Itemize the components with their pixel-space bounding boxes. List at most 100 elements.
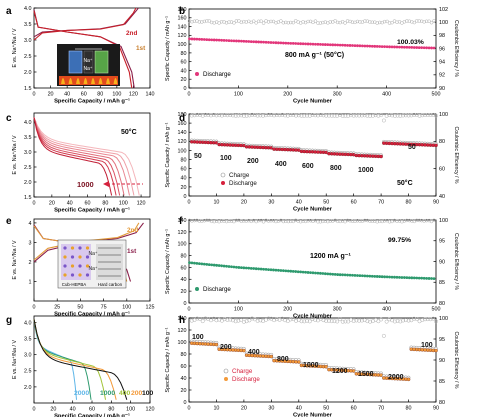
ce-point: [428, 317, 433, 322]
ce-point: [390, 113, 395, 118]
ce-point: [417, 19, 421, 23]
ce-point: [401, 113, 406, 118]
ce-point: [192, 19, 197, 23]
ce-point: [306, 218, 310, 223]
y-tick-label: 60: [181, 167, 187, 173]
discharge-point: [197, 37, 201, 41]
discharge-point: [237, 266, 241, 269]
y-tick-label: 2.5: [24, 54, 32, 60]
ce-point: [379, 113, 384, 118]
ce-point: [284, 219, 288, 224]
lattice-atom: [78, 255, 82, 259]
ce-point: [316, 21, 320, 25]
x-axis-label: Cycle Number: [293, 413, 333, 417]
discharge-point: [215, 38, 219, 42]
ce-point: [323, 219, 328, 223]
ce-point: [272, 113, 277, 118]
y2-tick-label: 40: [439, 194, 445, 200]
ce-point: [395, 318, 400, 323]
ce-point: [370, 113, 375, 118]
ce-point: [299, 319, 304, 324]
discharge-point: [284, 41, 288, 45]
ce-point: [422, 20, 426, 24]
x-tick-label: 25: [54, 305, 60, 311]
x-tick-label: 0: [188, 200, 191, 206]
ce-point: [324, 319, 329, 323]
ce-point: [289, 20, 293, 25]
discharge-point: [370, 274, 374, 278]
y-tick-label: 4: [29, 221, 32, 227]
y-axis-label: E vs. Na⁺/Na / V: [12, 240, 18, 279]
ce-point: [398, 319, 403, 324]
ce-point: [242, 219, 246, 223]
plot-frame: [188, 317, 437, 403]
ce-point: [230, 113, 235, 118]
panel-letter: d: [179, 113, 185, 124]
discharge-point: [341, 273, 345, 277]
y-axis-label: Specific Capacity / mAh g⁻¹: [165, 327, 171, 392]
lattice-atom: [70, 255, 75, 259]
discharge-point: [267, 268, 270, 271]
rate-label-100: 100: [142, 390, 154, 397]
discharge-point: [227, 265, 231, 268]
ce-point: [346, 113, 351, 118]
ce-point: [424, 218, 429, 223]
y-tick-label: 2.0: [24, 180, 32, 186]
ce-point: [310, 317, 315, 321]
ce-point: [202, 218, 207, 223]
x-tick-label: 20: [49, 201, 55, 207]
ce-point: [244, 20, 249, 24]
ce-point: [296, 219, 300, 223]
ce-point: [195, 112, 200, 117]
y-tick-label: 2.0: [24, 385, 32, 391]
ce-point: [409, 113, 414, 118]
discharge-point: [353, 44, 357, 48]
ce-point: [392, 113, 397, 118]
rate-label: 800: [330, 165, 342, 172]
current-label: 1200 mA g⁻¹: [310, 253, 351, 260]
discharge-point: [294, 42, 298, 45]
curve-charge-2nd: [33, 7, 137, 41]
ce-point: [412, 316, 416, 321]
discharge-point: [434, 143, 438, 148]
y2-tick-label: 95: [439, 239, 445, 245]
discharge-point: [242, 39, 246, 43]
panel-f: 0 100 200 300 400 500 0 20 40 60 80 100 120 140 80 85 90…: [165, 216, 459, 320]
ce-point: [294, 318, 298, 323]
discharge-point: [304, 270, 307, 274]
y-tick-label: 4.0: [24, 6, 32, 12]
ce-point: [269, 19, 273, 24]
panel-h: 0 10 20 30 40 50 60 70 80 90020406080100120140808…: [165, 315, 459, 417]
discharge-point: [272, 41, 275, 44]
ce-point: [372, 219, 377, 223]
rate-label-400: 400: [119, 390, 131, 397]
ce-point: [288, 317, 293, 322]
ce-point: [423, 113, 427, 118]
lattice-atom: [85, 246, 90, 250]
x-tick-label: 0: [33, 407, 36, 413]
ce-point: [360, 219, 365, 223]
discharge-point: [254, 40, 258, 44]
x-tick-label: 40: [64, 92, 70, 98]
discharge-point: [415, 276, 419, 280]
y-tick-label: 4.0: [24, 320, 32, 326]
discharge-point: [239, 266, 243, 270]
discharge-point: [249, 40, 253, 44]
ce-point: [363, 19, 367, 23]
rate-label: 50: [408, 144, 416, 151]
x-tick-label: 400: [382, 92, 391, 98]
plot-frame: [188, 113, 437, 197]
discharge-point: [222, 264, 226, 268]
rate-curve-100: [33, 319, 128, 400]
rate-label: 1500: [358, 371, 374, 378]
ce-point: [241, 113, 246, 118]
y-tick-label: 120: [178, 230, 187, 236]
ce-point: [373, 113, 378, 118]
discharge-point: [380, 45, 384, 48]
x-tick-label: 0: [188, 307, 191, 313]
y-tick-label: 20: [181, 185, 187, 191]
x-tick-label: 500: [432, 92, 441, 98]
ce-point: [357, 318, 362, 323]
discharge-point: [281, 269, 285, 273]
ce-point: [357, 113, 362, 118]
